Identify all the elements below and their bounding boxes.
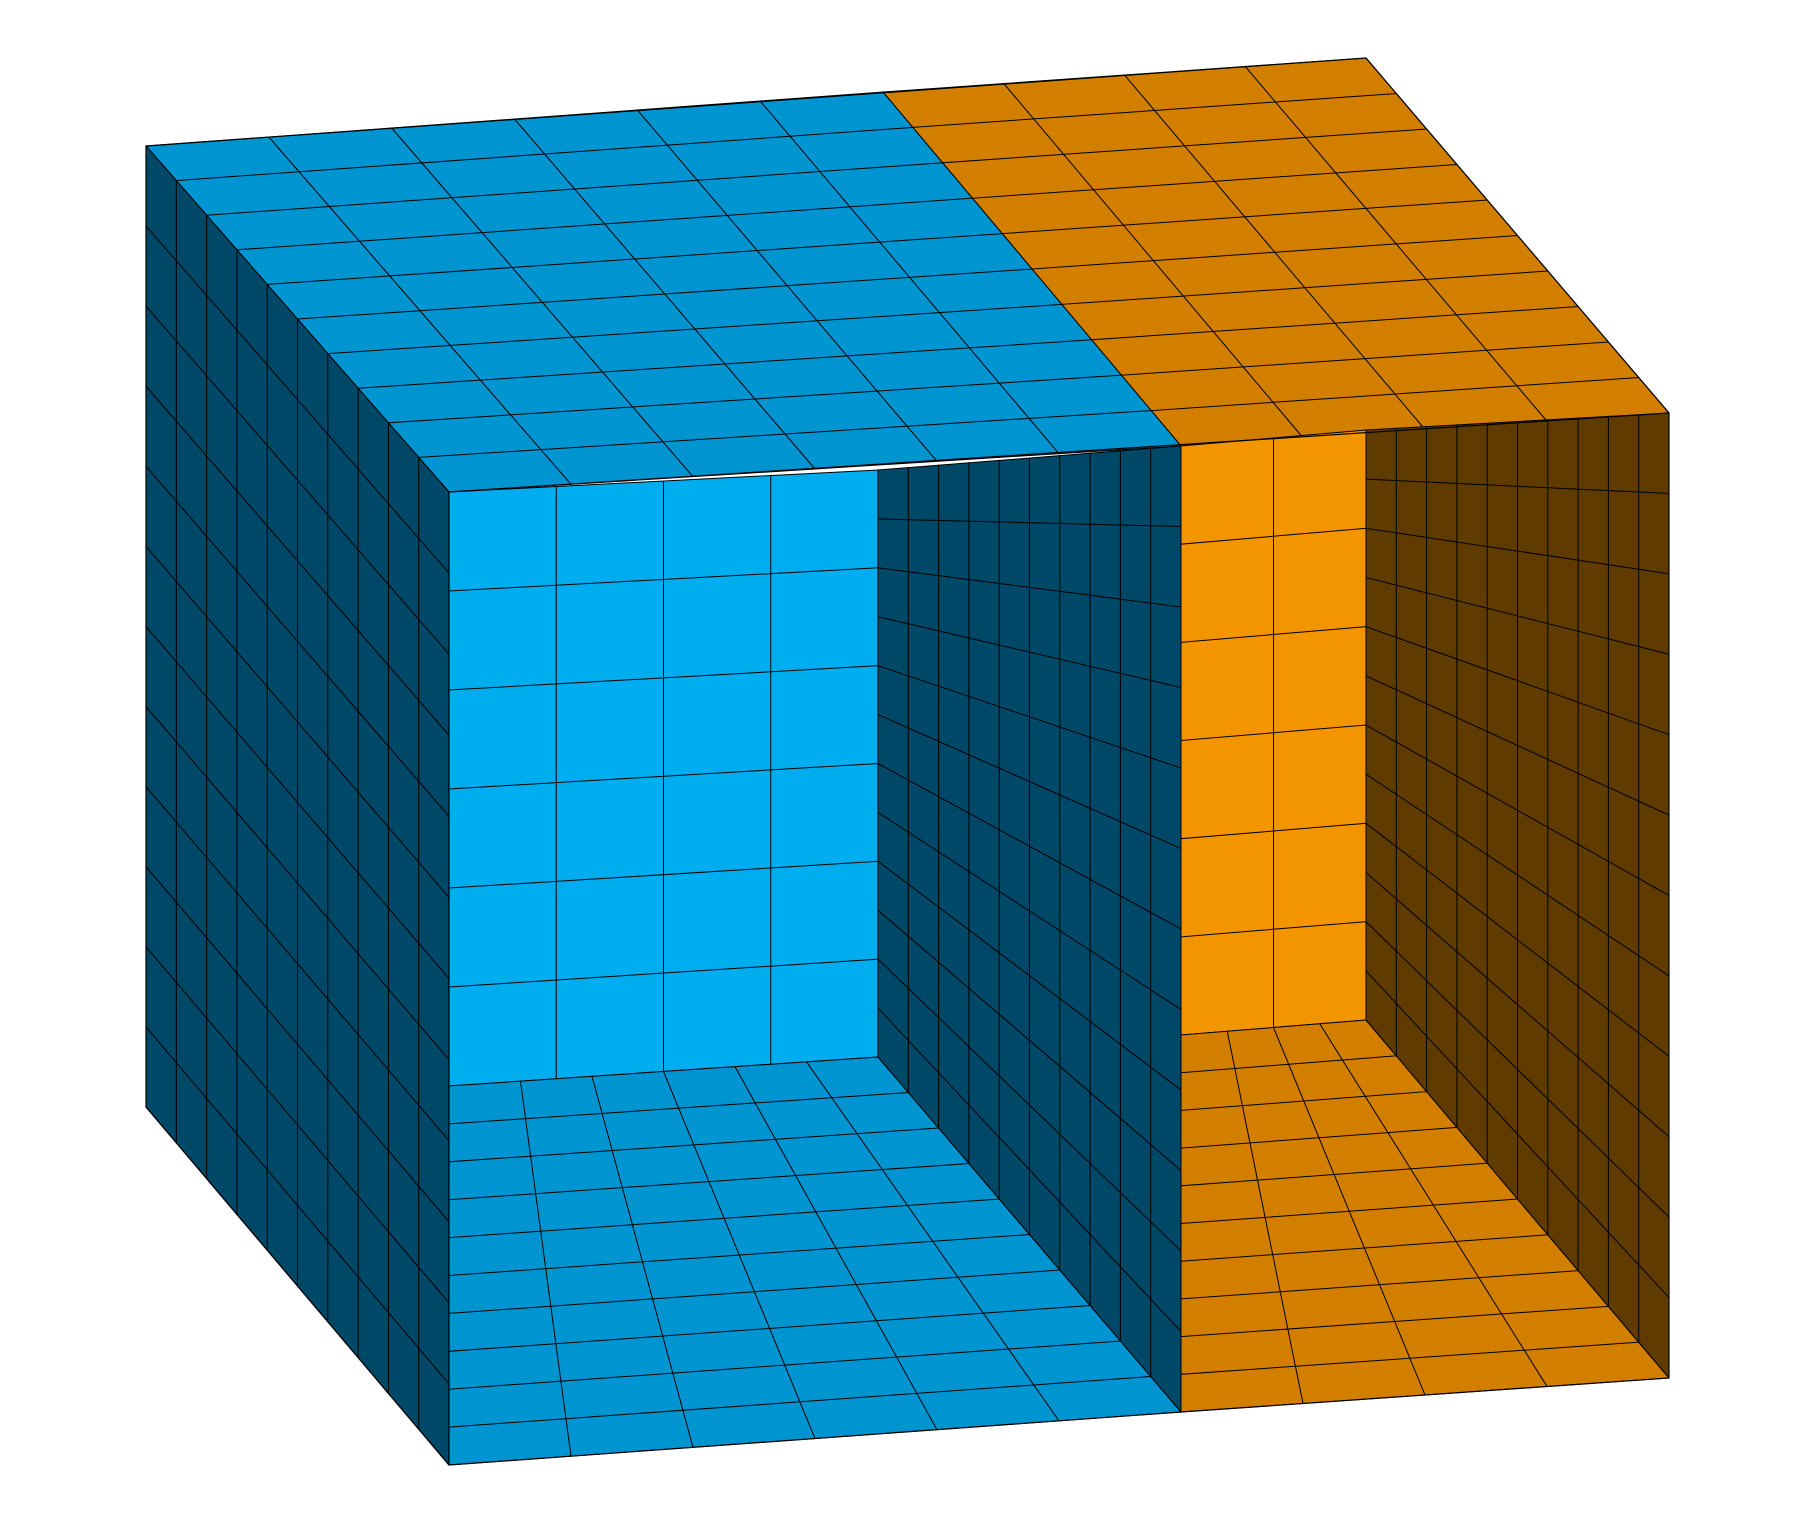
mesh-line <box>1365 576 1670 655</box>
mesh-line <box>1180 1055 1397 1074</box>
mesh-line <box>1180 429 1367 447</box>
mesh-line <box>1180 626 1367 643</box>
mesh-line <box>145 465 450 818</box>
mesh-line <box>448 1340 1121 1390</box>
mesh-line <box>877 811 1182 1011</box>
mesh-line <box>448 1233 1031 1277</box>
mesh-line <box>418 410 1152 458</box>
mesh-line <box>448 1162 970 1201</box>
mesh-line <box>1365 822 1670 1058</box>
mesh-line <box>448 1375 1152 1428</box>
mesh-line <box>448 469 879 493</box>
mesh-line <box>1180 921 1367 938</box>
mesh-outline <box>145 57 1670 1466</box>
mesh-line <box>877 860 1182 1091</box>
blue-divider-grid <box>877 445 1182 1413</box>
blue-floor-fill <box>449 1057 1181 1465</box>
mesh-line <box>145 705 450 1061</box>
mesh-line <box>448 1056 879 1087</box>
mesh-line <box>1180 1162 1488 1187</box>
mesh-line <box>877 1056 1182 1413</box>
mesh-line <box>1180 527 1367 545</box>
mesh-line <box>327 303 1063 355</box>
mesh-line <box>448 1127 940 1163</box>
mesh-line <box>1180 1091 1428 1111</box>
mesh-line <box>1150 376 1640 412</box>
mesh-line <box>236 197 973 251</box>
mesh-line <box>1061 270 1549 305</box>
mesh-line <box>448 762 879 790</box>
orange-back-wall <box>1180 429 1367 1036</box>
mesh-line <box>145 385 450 736</box>
mesh-line <box>877 518 1182 528</box>
mesh-line <box>1001 199 1488 235</box>
mesh-line <box>266 233 1003 285</box>
blue-divider-wall <box>877 445 1182 1413</box>
mesh-line <box>877 958 1182 1252</box>
mesh-line <box>877 713 1182 850</box>
mesh-line <box>145 145 450 493</box>
mesh-line <box>877 567 1182 608</box>
mesh-line <box>877 1007 1182 1333</box>
mesh-line <box>1365 871 1670 1138</box>
mesh-line <box>1365 970 1670 1299</box>
mesh-line <box>1180 1126 1458 1149</box>
mesh-line <box>448 665 879 691</box>
mesh-line <box>448 1091 909 1125</box>
mesh-line <box>296 268 1033 320</box>
mesh-line <box>448 958 879 988</box>
mesh-line <box>1120 341 1609 376</box>
mesh-line <box>1365 626 1670 736</box>
mesh-line <box>1091 305 1579 341</box>
mesh-line <box>1180 1341 1640 1375</box>
mesh-line <box>1180 1270 1579 1300</box>
mesh-line <box>1180 822 1367 840</box>
mesh-line <box>912 92 1397 128</box>
mesh-line <box>1365 773 1670 977</box>
mesh-line <box>1031 234 1519 270</box>
mesh-line <box>1365 675 1670 816</box>
mesh-line <box>145 545 450 899</box>
blue-top-face <box>145 91 1182 493</box>
mesh-line <box>145 1026 450 1385</box>
mesh-line <box>145 225 450 574</box>
mesh-line <box>877 665 1182 769</box>
mesh-line <box>175 126 914 182</box>
mesh-line <box>145 785 450 1142</box>
orange-floor-fill <box>1181 1020 1669 1412</box>
mesh-line <box>1180 1305 1609 1338</box>
blue-back-wall <box>448 469 879 1087</box>
mesh-line <box>1180 724 1367 742</box>
mesh-line <box>145 625 450 980</box>
mesh-line <box>1365 920 1670 1218</box>
mesh-line <box>1365 527 1670 575</box>
mesh-line <box>942 128 1428 164</box>
mesh-line <box>1365 1019 1670 1379</box>
mesh-line <box>1365 478 1670 494</box>
mesh-line <box>448 1304 1091 1352</box>
mesh-line <box>448 1269 1061 1314</box>
mesh-line <box>877 909 1182 1172</box>
mesh-line <box>145 946 450 1304</box>
mesh-line <box>877 616 1182 689</box>
mesh-line <box>448 1198 1000 1239</box>
mesh-line <box>387 374 1122 424</box>
mesh-line <box>145 305 450 655</box>
mesh-line <box>1180 1198 1519 1225</box>
mesh-line <box>877 445 1182 471</box>
mesh-line <box>1180 1019 1367 1036</box>
mesh-line <box>448 567 879 592</box>
mesh-line <box>357 339 1093 389</box>
mesh-line <box>877 762 1182 930</box>
mesh-line <box>448 860 879 889</box>
mesh-line <box>1365 724 1670 897</box>
mesh-line <box>206 162 944 216</box>
mesh-line <box>145 866 450 1223</box>
mesh-line <box>971 163 1458 199</box>
mesh-line <box>1180 1234 1549 1262</box>
